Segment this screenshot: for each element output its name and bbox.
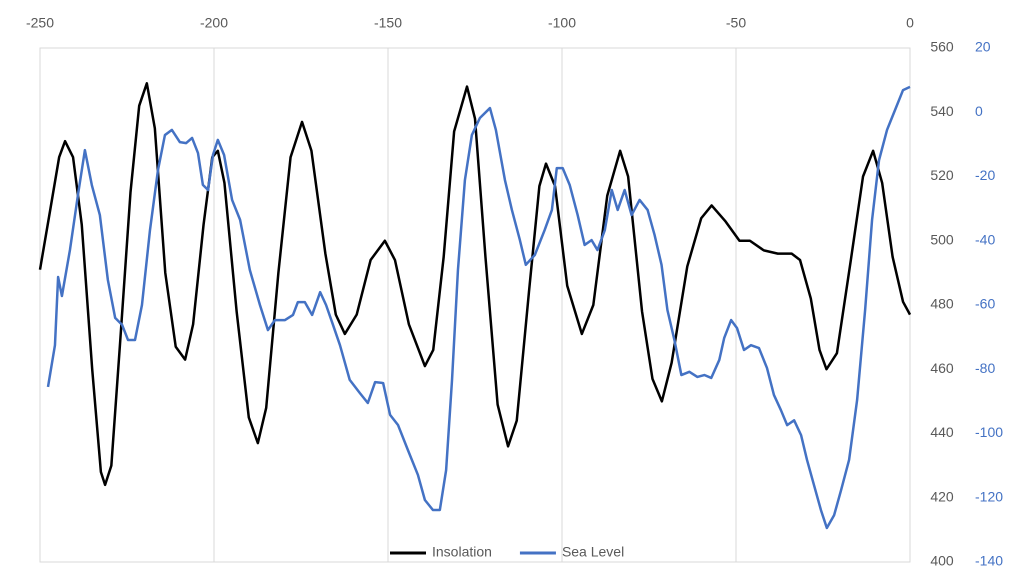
y-tick-label: 400 bbox=[930, 553, 954, 569]
y-tick-label: 520 bbox=[930, 167, 954, 183]
legend-label: Insolation bbox=[432, 544, 492, 560]
y2-tick-label: -100 bbox=[975, 424, 1003, 440]
y-tick-label: 420 bbox=[930, 488, 954, 504]
y2-tick-label: -40 bbox=[975, 231, 995, 247]
y2-tick-label: -60 bbox=[975, 296, 995, 312]
y2-tick-label: 20 bbox=[975, 39, 991, 55]
series-line bbox=[46, 85, 911, 530]
x-tick-label: -250 bbox=[26, 15, 54, 31]
y-tick-label: 460 bbox=[930, 360, 954, 376]
y-tick-label: 540 bbox=[930, 103, 954, 119]
x-tick-label: -100 bbox=[548, 15, 576, 31]
x-tick-label: -200 bbox=[200, 15, 228, 31]
y2-tick-label: -120 bbox=[975, 488, 1003, 504]
y-tick-label: 480 bbox=[930, 296, 954, 312]
x-tick-label: 0 bbox=[906, 15, 914, 31]
x-tick-label: -150 bbox=[374, 15, 402, 31]
y2-tick-label: -140 bbox=[975, 553, 1003, 569]
x-tick-label: -50 bbox=[726, 15, 746, 31]
y2-tick-label: -80 bbox=[975, 360, 995, 376]
y2-tick-label: -20 bbox=[975, 167, 995, 183]
legend-label: Sea Level bbox=[562, 544, 624, 560]
y-tick-label: 560 bbox=[930, 39, 954, 55]
series-line bbox=[38, 82, 912, 487]
y-tick-label: 500 bbox=[930, 231, 954, 247]
y-tick-label: 440 bbox=[930, 424, 954, 440]
y2-tick-label: 0 bbox=[975, 103, 983, 119]
